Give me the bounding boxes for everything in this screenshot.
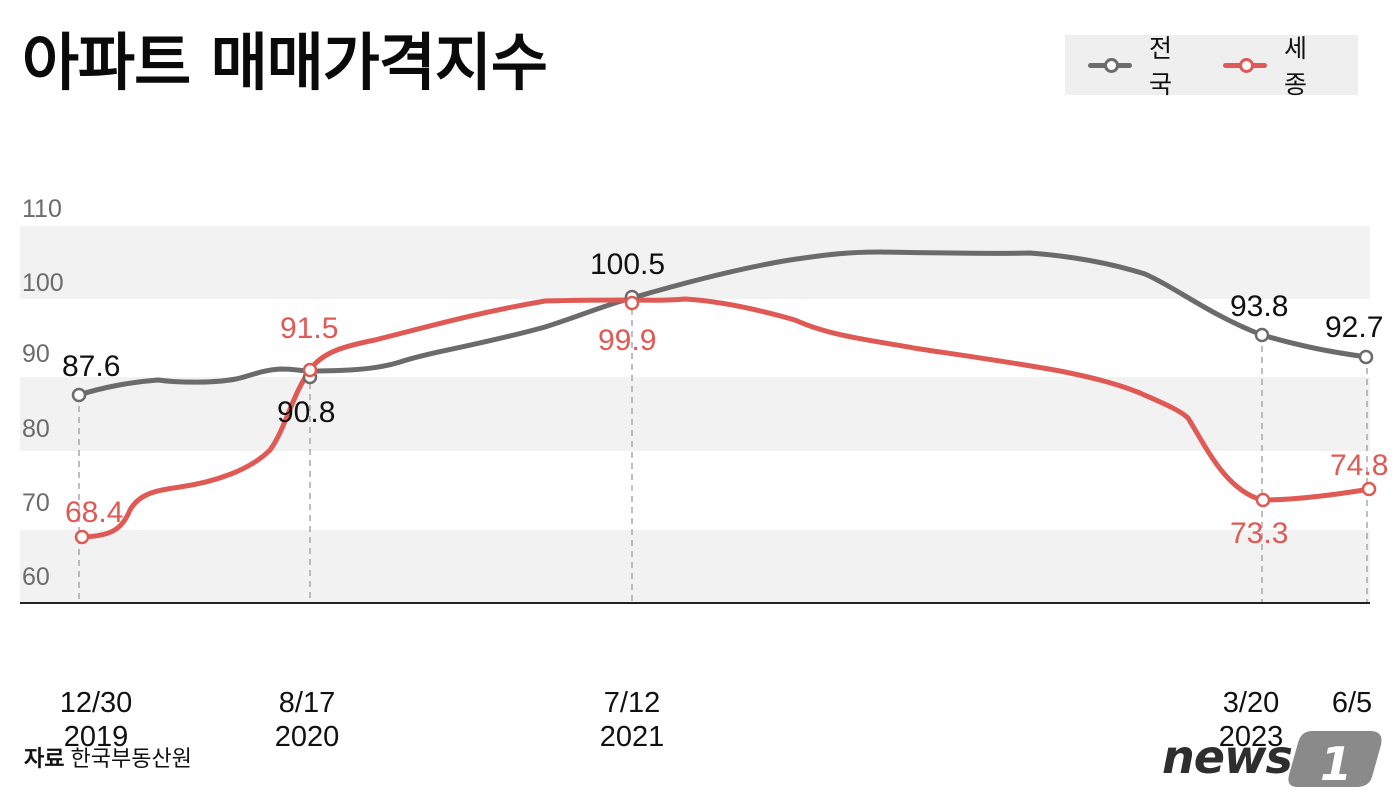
news1-logo: news 1	[1162, 730, 1382, 790]
value-label: 100.5	[590, 248, 665, 281]
data-point	[71, 387, 87, 403]
labels-national: 87.6 90.8 100.5 93.8 92.7	[62, 248, 1383, 429]
value-label: 91.5	[280, 312, 338, 345]
y-tick: 80	[22, 415, 50, 443]
line-marker-icon	[1088, 58, 1132, 73]
source-credit: 자료 한국부동산원	[24, 741, 192, 773]
data-point	[1254, 327, 1270, 343]
logo-mark: 1	[1320, 737, 1352, 790]
value-label: 90.8	[277, 396, 335, 429]
x-tick: 12/30 2019	[59, 687, 133, 753]
legend-label: 전국	[1149, 34, 1173, 99]
page-title: 아파트 매매가격지수	[22, 26, 548, 99]
data-point	[302, 362, 318, 378]
x-tick: 3/20 2023	[1218, 687, 1284, 753]
y-tick: 90	[22, 340, 50, 368]
grid-bands	[20, 226, 1370, 603]
data-point	[1361, 481, 1377, 497]
y-tick: 70	[22, 489, 50, 517]
data-point	[74, 529, 90, 545]
y-tick: 100	[22, 269, 64, 297]
x-tick: 8/17 2020	[274, 687, 340, 753]
value-label: 74.8	[1330, 449, 1388, 482]
value-label: 99.9	[598, 324, 656, 357]
y-tick: 60	[22, 563, 50, 591]
chart-legend: 전국 세종	[1065, 34, 1358, 99]
legend-item-sejong: 세종	[1223, 29, 1328, 101]
logo-badge-icon	[1288, 731, 1382, 787]
data-point	[1255, 492, 1271, 508]
y-axis-ticks: 110 100 90 80 70 60	[22, 195, 64, 591]
x-tick: 7/12 2021	[599, 687, 665, 753]
legend-item-national: 전국	[1088, 29, 1193, 101]
source-name: 한국부동산원	[70, 747, 192, 772]
legend-label: 세종	[1284, 34, 1308, 99]
value-label: 93.8	[1230, 290, 1288, 323]
value-label: 92.7	[1325, 311, 1383, 344]
labels-sejong: 68.4 91.5 99.9 73.3 74.8	[65, 312, 1388, 550]
series-line-sejong	[80, 296, 1373, 540]
line-marker-icon	[1223, 58, 1267, 73]
x-tick: 6/5	[1331, 687, 1373, 719]
value-label: 73.3	[1230, 517, 1288, 550]
y-tick: 110	[22, 195, 62, 223]
source-label: 자료	[24, 747, 65, 772]
data-point	[1358, 349, 1374, 365]
logo-text: news	[1162, 730, 1292, 784]
value-label: 68.4	[65, 496, 123, 529]
markers-sejong	[74, 295, 1377, 545]
data-point	[624, 295, 640, 311]
date-guides	[78, 298, 1368, 603]
value-label: 87.6	[62, 350, 120, 383]
